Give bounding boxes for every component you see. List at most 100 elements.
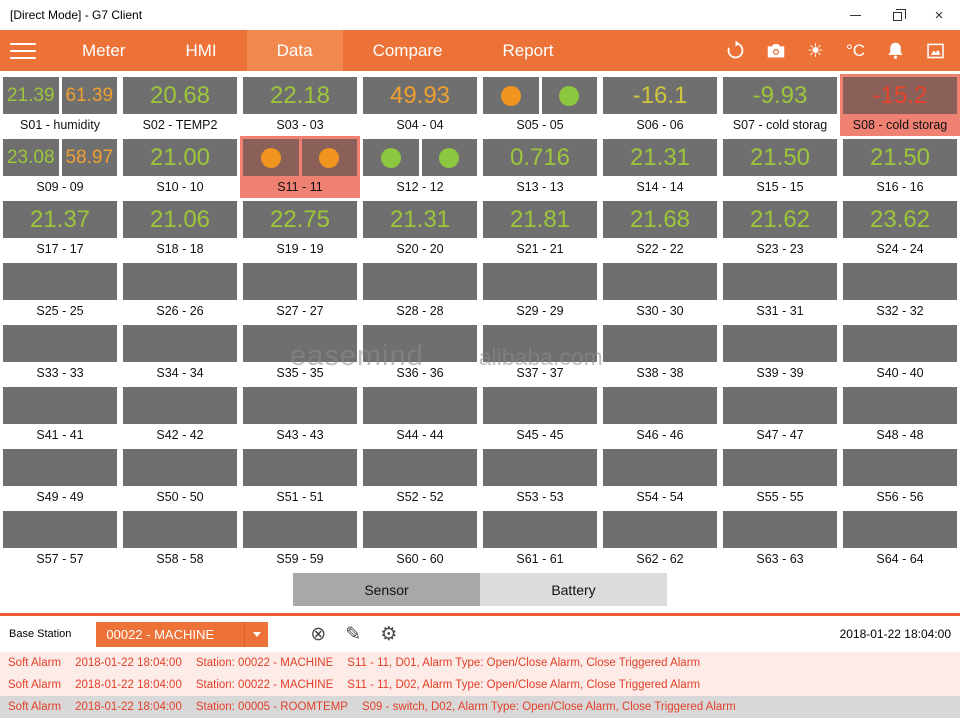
temperature-unit-label[interactable]: °C <box>845 40 866 60</box>
sensor-tile[interactable]: S38 - 38 <box>600 322 720 384</box>
sensor-tile[interactable]: 0.716 S13 - 13 <box>480 136 600 198</box>
sensor-tile[interactable]: S44 - 44 <box>360 384 480 446</box>
sensor-tile[interactable]: S45 - 45 <box>480 384 600 446</box>
sensor-tile[interactable]: S60 - 60 <box>360 508 480 570</box>
sensor-tile[interactable]: 21.06 S18 - 18 <box>120 198 240 260</box>
snapshot-icon[interactable] <box>923 38 948 63</box>
nav-tabs: Meter HMI Data Compare Report <box>52 30 584 71</box>
sensor-tile[interactable]: S59 - 59 <box>240 508 360 570</box>
alarm-bell-icon[interactable] <box>883 38 908 63</box>
sensor-tile[interactable]: S12 - 12 <box>360 136 480 198</box>
sensor-tile[interactable]: 21.31 S14 - 14 <box>600 136 720 198</box>
sensor-tile[interactable]: S46 - 46 <box>600 384 720 446</box>
sensor-tile[interactable]: S39 - 39 <box>720 322 840 384</box>
sensor-tile[interactable]: S34 - 34 <box>120 322 240 384</box>
sensor-tile[interactable]: S11 - 11 <box>240 136 360 198</box>
alarm-row[interactable]: Soft Alarm 2018-01-22 18:04:00 Station: 00… <box>0 652 960 674</box>
sensor-tile[interactable]: 23.08 58.97 S09 - 09 <box>0 136 120 198</box>
battery-view-button[interactable]: Battery <box>480 573 667 606</box>
tile-value-area: 22.75 <box>243 201 357 238</box>
close-button[interactable]: × <box>918 0 960 30</box>
sensor-tile[interactable]: -16.1 S06 - 06 <box>600 74 720 136</box>
sensor-tile[interactable]: S30 - 30 <box>600 260 720 322</box>
sensor-tile[interactable]: S25 - 25 <box>0 260 120 322</box>
sensor-tile[interactable]: 21.50 S15 - 15 <box>720 136 840 198</box>
sensor-tile[interactable]: 21.62 S23 - 23 <box>720 198 840 260</box>
minimize-button[interactable] <box>834 0 876 30</box>
tab-compare[interactable]: Compare <box>372 40 443 60</box>
restore-button[interactable] <box>876 0 918 30</box>
tile-value-area: 23.08 58.97 <box>3 139 117 176</box>
sync-icon[interactable] <box>723 38 748 63</box>
sensor-tile[interactable]: S36 - 36 <box>360 322 480 384</box>
tile-label: S01 - humidity <box>20 118 100 132</box>
value-box <box>723 263 837 300</box>
menu-icon[interactable] <box>10 38 36 64</box>
sensor-tile[interactable]: 21.50 S16 - 16 <box>840 136 960 198</box>
sensor-tile[interactable]: S57 - 57 <box>0 508 120 570</box>
sensor-tile[interactable]: S51 - 51 <box>240 446 360 508</box>
brightness-icon[interactable]: ☀ <box>806 39 825 62</box>
sensor-tile[interactable]: S50 - 50 <box>120 446 240 508</box>
tab-hmi[interactable]: HMI <box>185 40 217 60</box>
alarm-row[interactable]: Soft Alarm 2018-01-22 18:04:00 Station: 00… <box>0 674 960 696</box>
sensor-tile[interactable]: S42 - 42 <box>120 384 240 446</box>
base-station-dropdown[interactable]: 00022 - MACHINE <box>96 621 269 647</box>
sensor-tile[interactable]: S27 - 27 <box>240 260 360 322</box>
tile-value-area <box>123 449 237 486</box>
tab-report[interactable]: Report <box>502 40 554 60</box>
sensor-tile[interactable]: 20.68 S02 - TEMP2 <box>120 74 240 136</box>
edit-icon[interactable]: ✎ <box>345 622 362 645</box>
sensor-tile[interactable]: S29 - 29 <box>480 260 600 322</box>
sensor-tile[interactable]: 21.68 S22 - 22 <box>600 198 720 260</box>
settings-icon[interactable]: ⚙ <box>380 622 398 645</box>
tile-value-area: 23.62 <box>843 201 957 238</box>
sensor-tile[interactable]: S43 - 43 <box>240 384 360 446</box>
sensor-tile[interactable]: S58 - 58 <box>120 508 240 570</box>
sensor-tile[interactable]: 21.81 S21 - 21 <box>480 198 600 260</box>
sensor-tile[interactable]: S64 - 64 <box>840 508 960 570</box>
alarm-detail: S09 - switch, D02, Alarm Type: Open/Clos… <box>361 701 736 713</box>
sensor-tile[interactable]: S26 - 26 <box>120 260 240 322</box>
sensor-tile[interactable]: S31 - 31 <box>720 260 840 322</box>
sensor-tile[interactable]: 49.93 S04 - 04 <box>360 74 480 136</box>
tab-meter[interactable]: Meter <box>82 40 126 60</box>
sensor-tile[interactable]: 23.62 S24 - 24 <box>840 198 960 260</box>
close-icon: × <box>934 6 944 24</box>
sensor-tile[interactable]: S63 - 63 <box>720 508 840 570</box>
sensor-tile[interactable]: -15.2 S08 - cold storag <box>840 74 960 136</box>
sensor-tile[interactable]: -9.93 S07 - cold storag <box>720 74 840 136</box>
sensor-tile[interactable]: S32 - 32 <box>840 260 960 322</box>
sensor-tile[interactable]: S52 - 52 <box>360 446 480 508</box>
sensor-tile[interactable]: 21.37 S17 - 17 <box>0 198 120 260</box>
sensor-tile[interactable]: S53 - 53 <box>480 446 600 508</box>
sensor-tile[interactable]: 22.75 S19 - 19 <box>240 198 360 260</box>
sensor-tile[interactable]: S40 - 40 <box>840 322 960 384</box>
sensor-tile[interactable]: S61 - 61 <box>480 508 600 570</box>
sensor-tile[interactable]: 21.31 S20 - 20 <box>360 198 480 260</box>
sensor-tile[interactable]: S37 - 37 <box>480 322 600 384</box>
sensor-tile[interactable]: S35 - 35 <box>240 322 360 384</box>
sensor-tile[interactable]: S41 - 41 <box>0 384 120 446</box>
sensor-tile[interactable]: S62 - 62 <box>600 508 720 570</box>
sensor-tile[interactable]: S56 - 56 <box>840 446 960 508</box>
sensor-tile[interactable]: S47 - 47 <box>720 384 840 446</box>
sensor-tile[interactable]: 21.39 61.39 S01 - humidity <box>0 74 120 136</box>
sensor-tile[interactable]: S05 - 05 <box>480 74 600 136</box>
sensor-tile[interactable]: 21.00 S10 - 10 <box>120 136 240 198</box>
sensor-tile[interactable]: 22.18 S03 - 03 <box>240 74 360 136</box>
camera-icon[interactable] <box>763 38 788 63</box>
sensor-tile[interactable]: S28 - 28 <box>360 260 480 322</box>
tab-data[interactable]: Data <box>246 30 343 71</box>
alarm-row[interactable]: Soft Alarm 2018-01-22 18:04:00 Station: 00… <box>0 696 960 718</box>
sensor-view-button[interactable]: Sensor <box>293 573 480 606</box>
tile-value-area: 21.06 <box>123 201 237 238</box>
sensor-tile[interactable]: S54 - 54 <box>600 446 720 508</box>
tile-value-area <box>483 449 597 486</box>
sensor-tile[interactable]: S48 - 48 <box>840 384 960 446</box>
sensor-tile[interactable]: S33 - 33 <box>0 322 120 384</box>
sensor-tile[interactable]: S55 - 55 <box>720 446 840 508</box>
sensor-tile[interactable]: S49 - 49 <box>0 446 120 508</box>
clear-icon[interactable]: ⊗ <box>310 622 327 645</box>
